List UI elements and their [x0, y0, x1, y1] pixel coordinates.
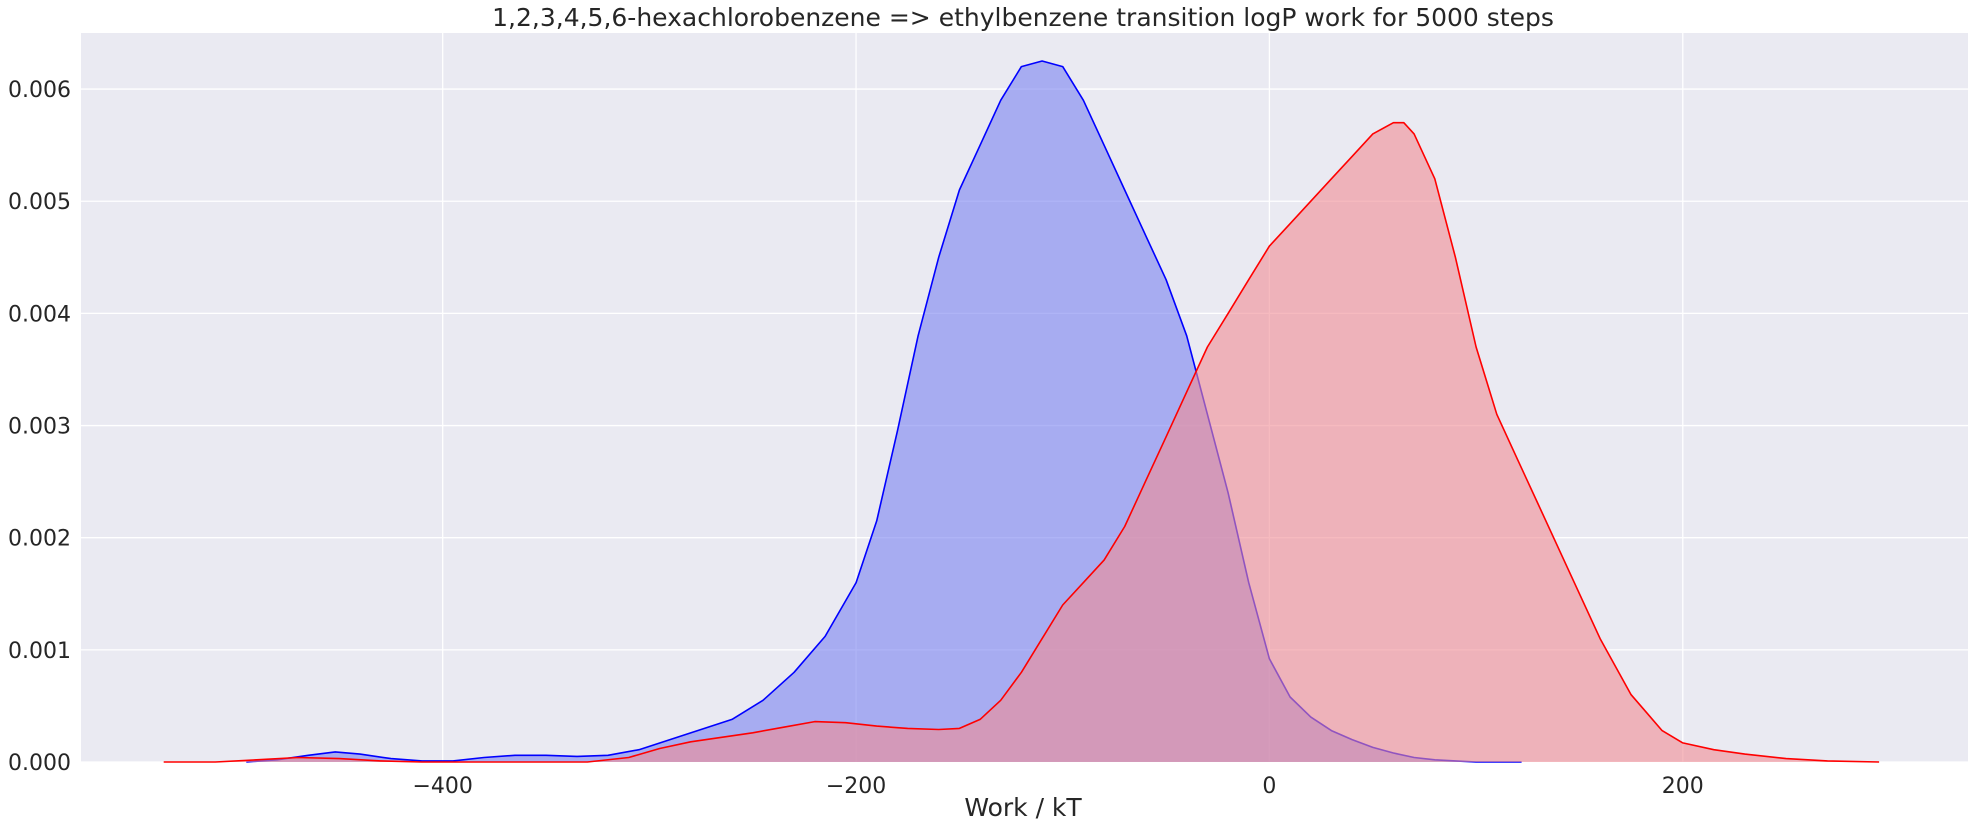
y-tick-label: 0.006 [8, 78, 71, 103]
series-2-area [163, 122, 1880, 762]
x-tick-label: 200 [1662, 774, 1704, 799]
series-layer [163, 60, 1880, 763]
y-tick-label: 0.004 [8, 302, 71, 327]
x-tick-label: 0 [1262, 774, 1276, 799]
y-tick-label: 0.001 [8, 639, 71, 664]
series-2-line [163, 121, 1880, 763]
y-tick-label: 0.000 [8, 751, 71, 776]
y-tick-label: 0.002 [8, 527, 71, 552]
y-axis-ticks: 0.000 0.001 0.002 0.003 0.004 0.005 0.006 [8, 78, 71, 776]
x-tick-label: −400 [412, 774, 472, 799]
x-axis-ticks: −400 −200 0 200 [412, 774, 1703, 799]
y-tick-label: 0.003 [8, 415, 71, 440]
chart-title: 1,2,3,4,5,6-hexachlorobenzene => ethylbe… [492, 3, 1554, 32]
x-tick-label: −200 [826, 774, 886, 799]
y-tick-label: 0.005 [8, 190, 71, 215]
x-axis-label: Work / kT [964, 793, 1082, 822]
